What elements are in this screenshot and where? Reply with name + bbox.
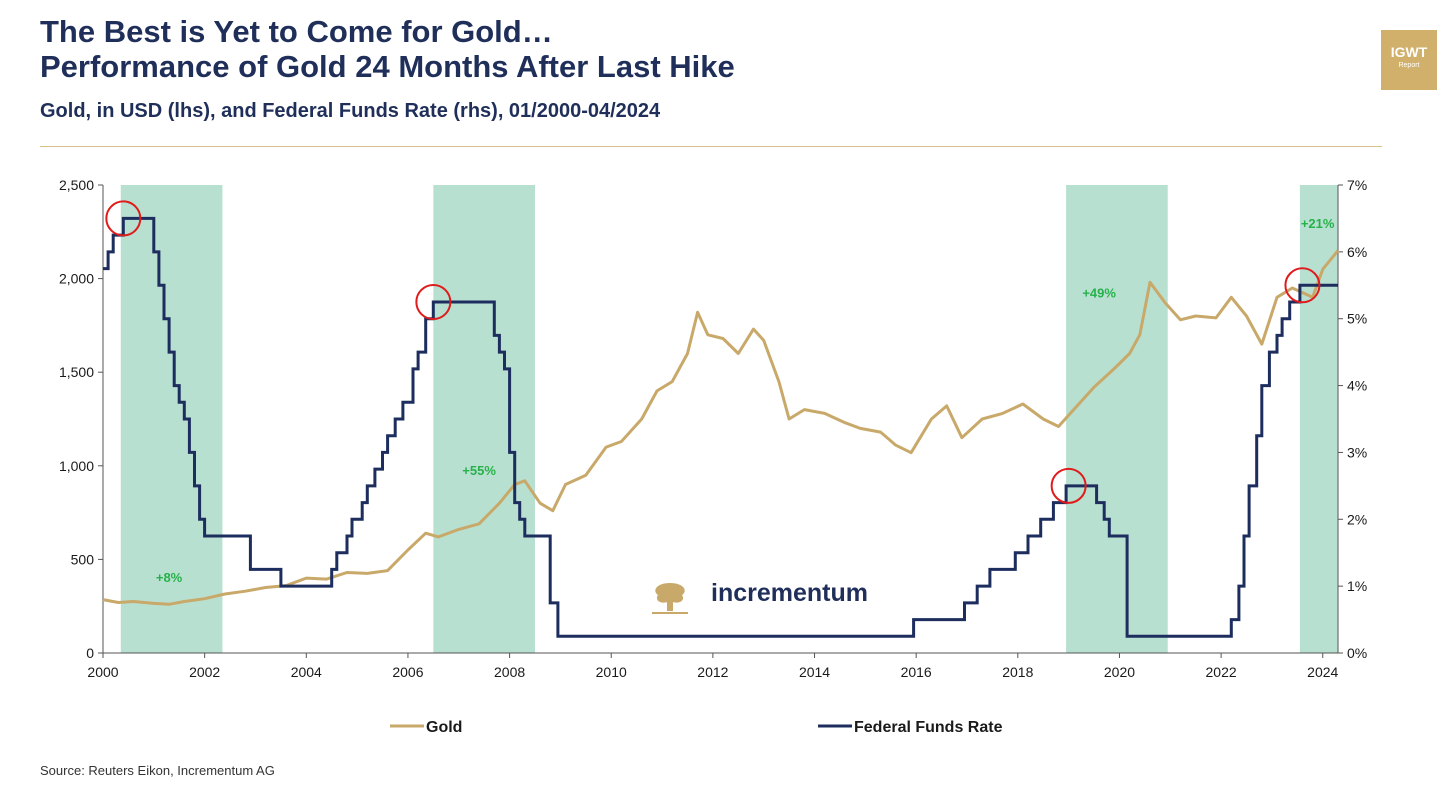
page-title: The Best is Yet to Come for Gold… Perfor… (40, 14, 735, 84)
last-hike-marker-3 (1284, 267, 1321, 304)
legend-label-gold: Gold (426, 719, 462, 736)
tree-logo-icon (652, 583, 688, 614)
series-line-federal-funds-rate (103, 216, 1338, 638)
performance-annotation-3: +21% (1301, 216, 1335, 231)
watermark-brand-text: incrementum (711, 579, 868, 607)
shaded-period-0 (120, 185, 223, 653)
last-hike-marker-0 (105, 200, 142, 237)
right-tick-label-5: 5% (1347, 311, 1367, 327)
right-tick-label-2: 2% (1347, 511, 1367, 527)
right-tick-label-1: 1% (1347, 578, 1367, 594)
x-tick-label-10: 2020 (1104, 664, 1135, 680)
performance-annotation-1: +55% (462, 463, 496, 478)
x-tick-label-6: 2012 (697, 664, 728, 680)
performance-annotation-2: +49% (1082, 285, 1116, 300)
last-hike-marker-2 (1050, 467, 1087, 504)
x-tick-label-7: 2014 (799, 664, 830, 680)
x-tick-label-5: 2010 (596, 664, 627, 680)
right-tick-label-7: 7% (1347, 177, 1367, 193)
igwt-report-badge: IGWT Report (1381, 30, 1437, 90)
x-tick-label-12: 2024 (1307, 664, 1338, 680)
left-tick-label-1: 500 (71, 551, 95, 567)
chart-subtitle: Gold, in USD (lhs), and Federal Funds Ra… (40, 100, 661, 122)
right-tick-label-0: 0% (1347, 645, 1367, 661)
badge-line-1: IGWT (1390, 44, 1428, 60)
x-tick-label-0: 2000 (87, 664, 118, 680)
gold-fed-funds-chart: 0 500 1,000 1,500 2,000 2,500 0% 1% 2% 3% 4% 5% 6% 7%… (59, 177, 1367, 736)
left-tick-label-4: 2,000 (59, 271, 94, 287)
x-tick-label-4: 2008 (494, 664, 525, 680)
right-tick-label-3: 3% (1347, 444, 1367, 460)
left-tick-label-3: 1,500 (59, 364, 94, 380)
shaded-period-3 (1299, 185, 1338, 653)
left-tick-label-2: 1,000 (59, 458, 94, 474)
x-tick-label-11: 2022 (1206, 664, 1237, 680)
performance-annotation-0: +8% (156, 570, 183, 585)
right-tick-label-4: 4% (1347, 378, 1367, 394)
x-tick-label-1: 2002 (189, 664, 220, 680)
x-tick-label-3: 2006 (392, 664, 423, 680)
title-line-2: Performance of Gold 24 Months After Last… (40, 49, 735, 84)
right-tick-label-6: 6% (1347, 244, 1367, 260)
x-tick-label-8: 2016 (901, 664, 932, 680)
x-tick-label-9: 2018 (1002, 664, 1033, 680)
shaded-period-1 (433, 185, 535, 653)
tree-logo-shape (655, 583, 685, 611)
source-note: Source: Reuters Eikon, Incrementum AG (40, 763, 275, 778)
title-line-1: The Best is Yet to Come for Gold… (40, 14, 553, 49)
tree-logo-base (652, 612, 688, 614)
series-line-gold (102, 249, 1340, 606)
legend-label-federal-funds-rate: Federal Funds Rate (854, 719, 1003, 736)
badge-line-2: Report (1398, 62, 1420, 69)
left-tick-label-0: 0 (86, 645, 94, 661)
last-hike-marker-1 (415, 284, 452, 320)
header-divider (40, 146, 1382, 147)
shaded-period-2 (1066, 185, 1168, 653)
left-tick-label-5: 2,500 (59, 177, 94, 193)
x-tick-label-2: 2004 (291, 664, 322, 680)
